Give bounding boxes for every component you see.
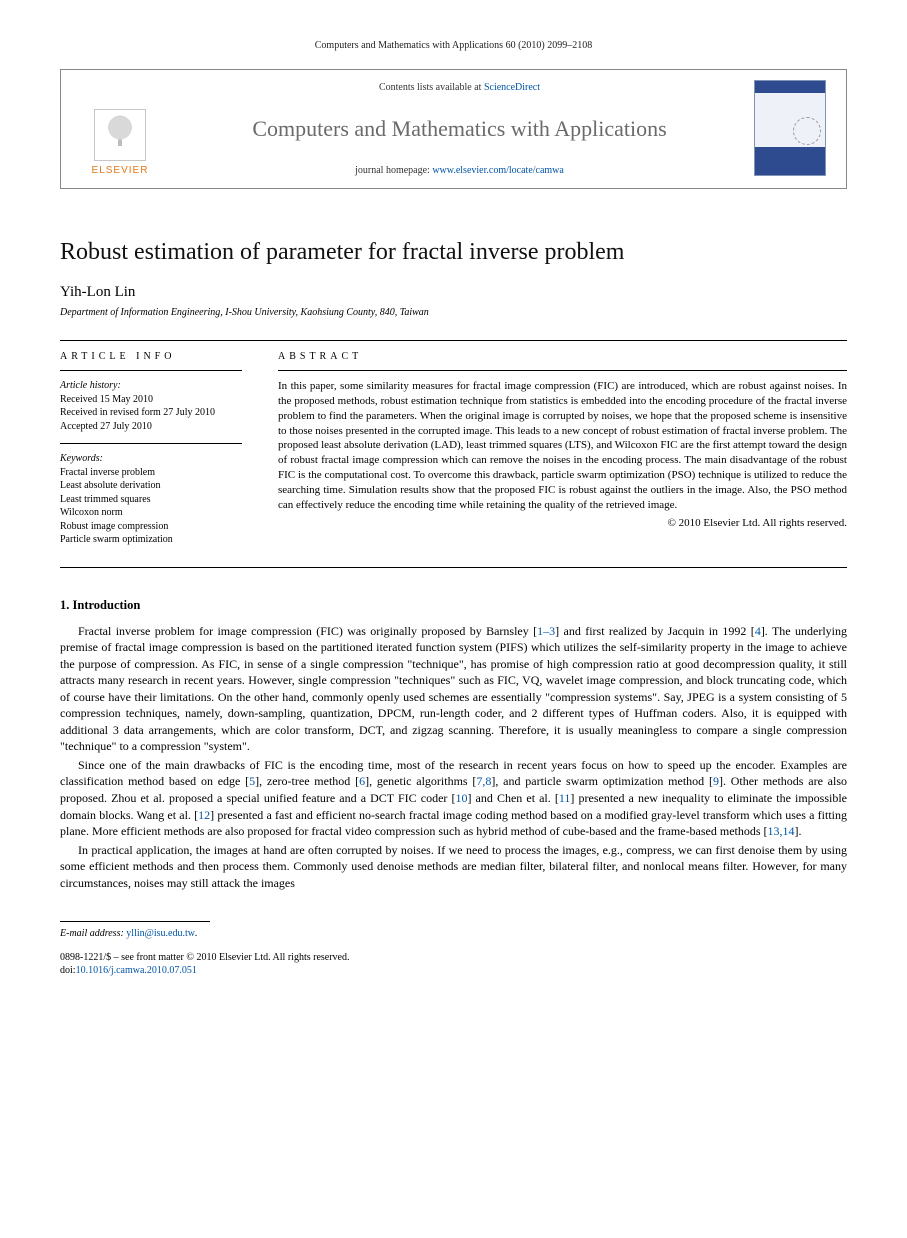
publisher-name: ELSEVIER [92, 165, 149, 176]
section-heading-introduction: 1. Introduction [60, 598, 847, 613]
intro-paragraph-1: Fractal inverse problem for image compre… [60, 623, 847, 755]
divider [60, 443, 242, 444]
divider [60, 370, 242, 371]
text: ] and Chen et al. [ [467, 791, 558, 805]
article-title: Robust estimation of parameter for fract… [60, 239, 847, 266]
sciencedirect-link[interactable]: ScienceDirect [484, 82, 540, 93]
keyword: Least trimmed squares [60, 493, 242, 507]
intro-paragraph-2: Since one of the main drawbacks of FIC i… [60, 757, 847, 840]
citation-link[interactable]: 7,8 [476, 774, 491, 788]
text: ]. [795, 824, 802, 838]
citation-link[interactable]: 13,14 [768, 824, 795, 838]
author-affiliation: Department of Information Engineering, I… [60, 307, 847, 318]
homepage-prefix: journal homepage: [355, 165, 432, 176]
author-email-link[interactable]: yllin@isu.edu.tw [126, 928, 195, 939]
journal-homepage-link[interactable]: www.elsevier.com/locate/camwa [432, 165, 564, 176]
footnote-rule [60, 921, 210, 922]
info-abstract-row: ARTICLE INFO Article history: Received 1… [60, 340, 847, 568]
text: Fractal inverse problem for image compre… [78, 624, 537, 638]
author-name: Yih-Lon Lin [60, 284, 847, 301]
text: ], zero-tree method [ [255, 774, 359, 788]
abstract-column: ABSTRACT In this paper, some similarity … [260, 341, 847, 567]
doi-link[interactable]: 10.1016/j.camwa.2010.07.051 [76, 965, 197, 976]
keywords-block: Keywords: Fractal inverse problem Least … [60, 452, 242, 547]
publisher-logo-block: ELSEVIER [75, 80, 165, 176]
citation-link[interactable]: 12 [198, 808, 210, 822]
history-line: Received in revised form 27 July 2010 [60, 406, 242, 420]
elsevier-tree-icon [94, 109, 146, 161]
keyword: Fractal inverse problem [60, 466, 242, 480]
keyword: Robust image compression [60, 520, 242, 534]
text: ]. The underlying premise of fractal ima… [60, 624, 847, 754]
intro-paragraph-3: In practical application, the images at … [60, 842, 847, 892]
doi-line: doi:10.1016/j.camwa.2010.07.051 [60, 964, 847, 977]
contents-prefix: Contents lists available at [379, 82, 484, 93]
corresponding-email-footnote: E-mail address: yllin@isu.edu.tw. [60, 928, 847, 939]
abstract-text: In this paper, some similarity measures … [278, 379, 847, 513]
keyword: Least absolute derivation [60, 479, 242, 493]
text: ], genetic algorithms [ [365, 774, 476, 788]
history-label: Article history: [60, 379, 242, 393]
front-matter-block: 0898-1221/$ – see front matter © 2010 El… [60, 951, 847, 977]
citation-link[interactable]: 11 [559, 791, 571, 805]
article-history-block: Article history: Received 15 May 2010 Re… [60, 379, 242, 433]
journal-homepage-line: journal homepage: www.elsevier.com/locat… [173, 165, 746, 176]
text: ], and particle swarm optimization metho… [491, 774, 713, 788]
journal-masthead: ELSEVIER Contents lists available at Sci… [60, 69, 847, 189]
history-line: Received 15 May 2010 [60, 393, 242, 407]
text: . [195, 928, 198, 939]
article-info-column: ARTICLE INFO Article history: Received 1… [60, 341, 260, 567]
contents-available-line: Contents lists available at ScienceDirec… [173, 82, 746, 93]
divider [278, 370, 847, 371]
doi-label: doi: [60, 965, 76, 976]
article-info-heading: ARTICLE INFO [60, 351, 242, 362]
citation-link[interactable]: 1–3 [537, 624, 555, 638]
front-matter-line: 0898-1221/$ – see front matter © 2010 El… [60, 951, 847, 964]
journal-cover-thumbnail [754, 80, 826, 176]
keywords-label: Keywords: [60, 452, 242, 466]
keyword: Particle swarm optimization [60, 533, 242, 547]
history-line: Accepted 27 July 2010 [60, 420, 242, 434]
keyword: Wilcoxon norm [60, 506, 242, 520]
email-label: E-mail address: [60, 928, 126, 939]
abstract-heading: ABSTRACT [278, 351, 847, 362]
running-head: Computers and Mathematics with Applicati… [60, 40, 847, 51]
text: ] and first realized by Jacquin in 1992 … [555, 624, 755, 638]
abstract-copyright: © 2010 Elsevier Ltd. All rights reserved… [278, 517, 847, 529]
citation-link[interactable]: 10 [455, 791, 467, 805]
journal-name: Computers and Mathematics with Applicati… [173, 116, 746, 142]
